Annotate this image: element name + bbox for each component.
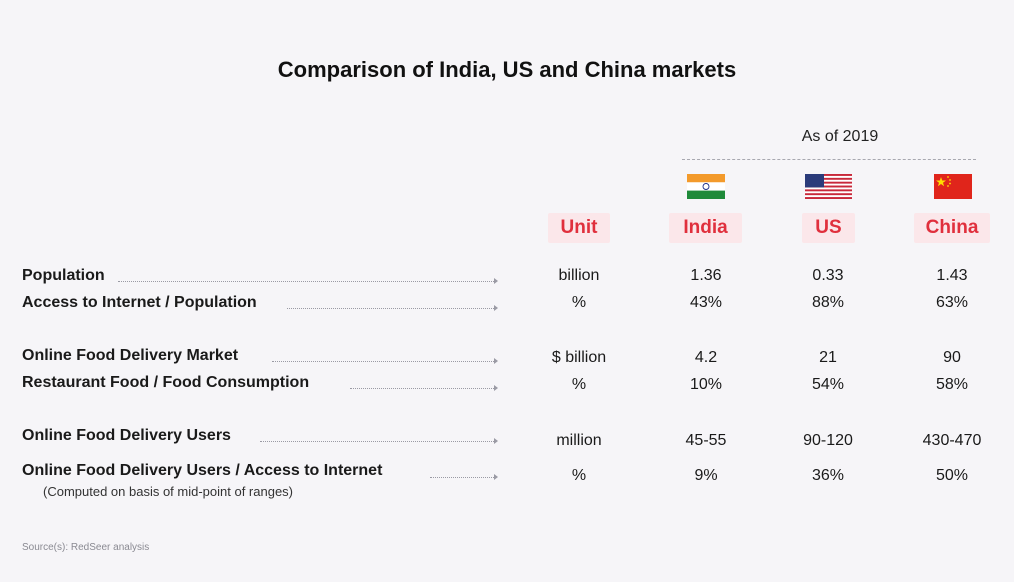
- cell-us: 0.33: [812, 267, 844, 284]
- row-label-delivery-users: Online Food Delivery Users: [22, 427, 231, 444]
- as-of-label: As of 2019: [801, 128, 879, 145]
- row-sublabel: (Computed on basis of mid-point of range…: [43, 484, 294, 499]
- us-flag-icon: [805, 174, 852, 199]
- cell-unit: million: [556, 432, 602, 449]
- row-label-restaurant-food: Restaurant Food / Food Consumption: [22, 374, 310, 391]
- india-flag-icon: [687, 174, 725, 199]
- cell-china: 50%: [935, 467, 969, 484]
- row-label-users-per-internet: Online Food Delivery Users / Access to I…: [22, 462, 383, 479]
- cell-us: 88%: [811, 294, 845, 311]
- cell-us: 54%: [811, 376, 845, 393]
- header-china: China: [914, 213, 990, 243]
- page-title: Comparison of India, US and China market…: [277, 57, 737, 82]
- row-leader: [430, 474, 498, 480]
- cell-china: 90: [943, 349, 961, 366]
- row-label-population: Population: [22, 267, 105, 284]
- row-leader: [287, 305, 498, 311]
- row-label-food-delivery-market: Online Food Delivery Market: [22, 347, 239, 364]
- header-unit: Unit: [548, 213, 610, 243]
- cell-china: 430-470: [922, 432, 982, 449]
- row-leader: [272, 358, 498, 364]
- cell-india: 1.36: [690, 267, 722, 284]
- cell-unit: billion: [558, 267, 600, 284]
- header-india: India: [669, 213, 742, 243]
- cell-india: 43%: [689, 294, 723, 311]
- cell-india: 10%: [689, 376, 723, 393]
- cell-unit: %: [571, 376, 587, 393]
- cell-us: 36%: [811, 467, 845, 484]
- china-flag-icon: [934, 174, 972, 199]
- row-leader: [118, 278, 498, 284]
- cell-china: 63%: [935, 294, 969, 311]
- cell-china: 1.43: [936, 267, 968, 284]
- as-of-divider: [682, 159, 976, 160]
- row-label-internet-access: Access to Internet / Population: [22, 294, 257, 311]
- cell-us: 21: [819, 349, 837, 366]
- cell-india: 45-55: [685, 432, 727, 449]
- cell-unit: %: [571, 294, 587, 311]
- cell-unit: $ billion: [551, 349, 607, 366]
- row-leader: [350, 385, 498, 391]
- header-us: US: [802, 213, 855, 243]
- cell-unit: %: [571, 467, 587, 484]
- cell-india: 4.2: [694, 349, 718, 366]
- cell-us: 90-120: [803, 432, 853, 449]
- cell-china: 58%: [935, 376, 969, 393]
- cell-india: 9%: [694, 467, 718, 484]
- row-leader: [260, 438, 498, 444]
- source-note: Source(s): RedSeer analysis: [22, 542, 150, 553]
